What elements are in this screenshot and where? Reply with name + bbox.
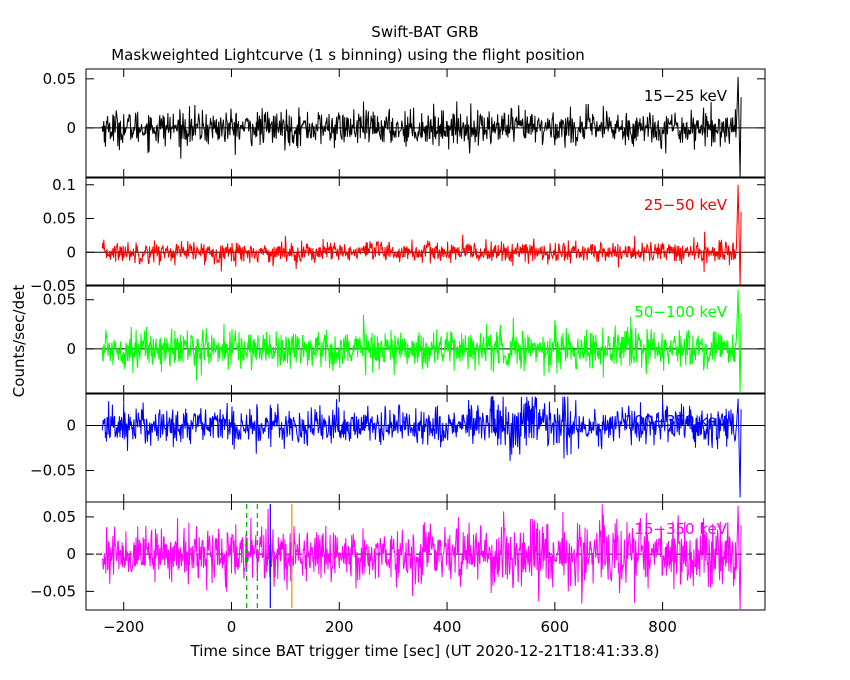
panel-15-25-kev: 0.05 0 15−25 keV — [43, 68, 766, 178]
x-axis-label: Time since BAT trigger time [sec] (UT 20… — [190, 642, 660, 660]
y-tick-label: 0.05 — [43, 210, 76, 228]
x-tick-label: 200 — [325, 618, 354, 636]
band-label: 15−350 keV — [634, 520, 727, 538]
y-tick-label: 0 — [66, 545, 76, 563]
lightcurve-series — [101, 504, 742, 611]
x-tick-label: 800 — [648, 618, 677, 636]
panel-frame — [85, 284, 766, 394]
y-tick-label: −0.05 — [30, 462, 76, 480]
lightcurve-series — [101, 289, 742, 394]
lightcurve-series — [101, 184, 742, 287]
x-tick-label: 0 — [227, 618, 237, 636]
y-tick-label: 0.05 — [43, 508, 76, 526]
chart-subtitle: Maskweighted Lightcurve (1 s binning) us… — [111, 46, 585, 64]
x-tick-label: 600 — [541, 618, 570, 636]
y-tick-label: 0 — [66, 119, 76, 137]
y-axis-label: Counts/sec/det — [10, 285, 28, 398]
chart-title: Swift-BAT GRB — [371, 23, 478, 41]
panels-group: 0.05 0 15−25 keV 0.1 0.05 0 −0.05 25−50 keV 0.05… — [30, 68, 766, 636]
band-label: 15−25 keV — [644, 87, 728, 105]
panel-100-350-kev: 0 −0.05 100−350 keV — [30, 393, 766, 503]
y-tick-label: 0.1 — [52, 176, 76, 194]
y-tick-label: 0 — [66, 417, 76, 435]
panel-frame — [85, 177, 766, 287]
y-tick-label: 0.05 — [43, 291, 76, 309]
y-tick-label: 0.05 — [43, 70, 76, 88]
y-tick-label: 0 — [66, 340, 76, 358]
x-tick-label: −200 — [103, 618, 144, 636]
panel-frame — [85, 501, 766, 611]
band-label: 25−50 keV — [644, 196, 728, 214]
y-tick-label: −0.05 — [30, 277, 76, 295]
y-tick-label: −0.05 — [30, 582, 76, 600]
lightcurve-series — [101, 396, 742, 498]
band-label: 50−100 keV — [634, 303, 727, 321]
panel-frame — [85, 68, 766, 178]
band-label: 100−350 keV — [625, 412, 728, 430]
panel-15-350-kev: 0.05 0 −0.05 15−350 keV — [30, 501, 766, 611]
panel-25-50-kev: 0.1 0.05 0 −0.05 25−50 keV — [30, 176, 766, 295]
lightcurve-series — [101, 76, 742, 178]
y-tick-label: 0 — [66, 243, 76, 261]
x-tick-label: 400 — [433, 618, 462, 636]
panel-50-100-kev: 0.05 0 50−100 keV — [43, 284, 766, 394]
